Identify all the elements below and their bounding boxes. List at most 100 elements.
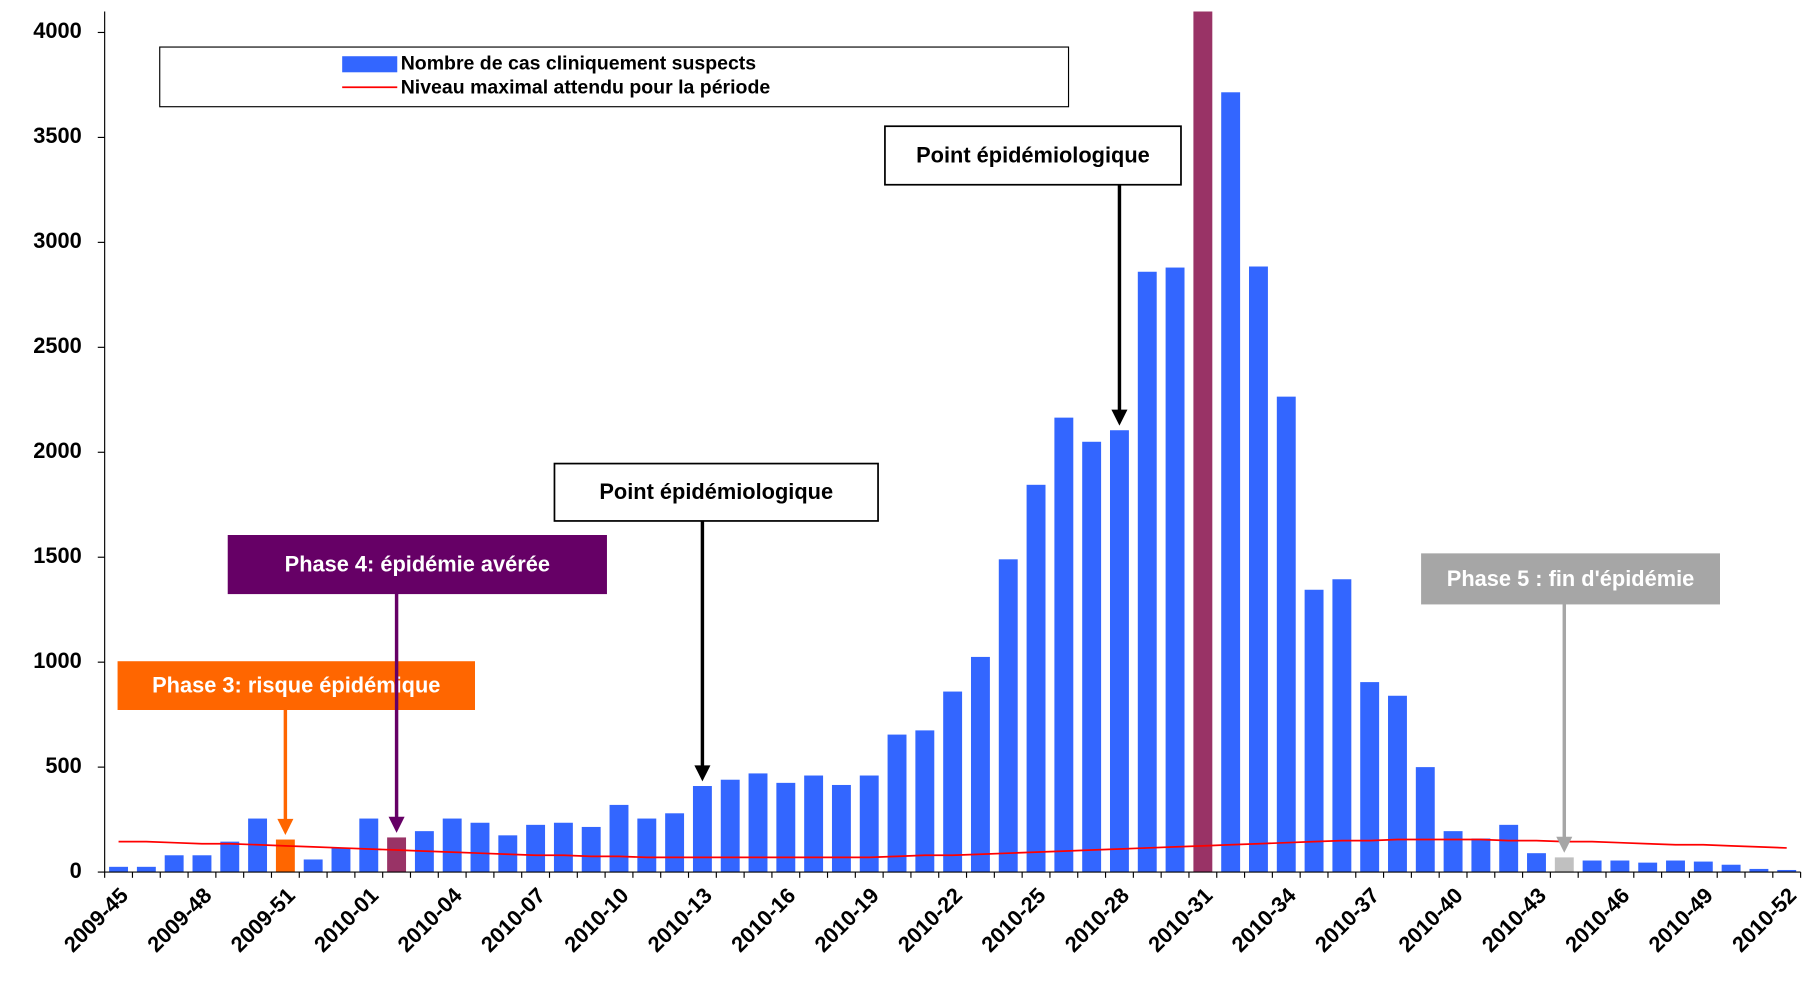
bar [1082,441,1102,873]
bar [1638,862,1658,873]
annotation-text: Point épidémiologique [916,142,1150,167]
x-tick-label: 2010-13 [643,883,717,957]
y-tick-label: 1000 [33,648,81,673]
bar [1693,861,1713,873]
bar [1276,396,1296,873]
bar [387,837,407,873]
bar [220,841,240,873]
bar [1109,430,1129,873]
bar [109,866,129,873]
x-tick-label: 2010-43 [1477,883,1551,957]
x-tick-label: 2010-22 [893,883,967,957]
bar [1193,11,1213,873]
bar [1165,267,1185,873]
y-tick-label: 2500 [33,333,81,358]
x-tick-label: 2010-46 [1560,883,1634,957]
bar [192,855,212,873]
bar [1499,824,1519,873]
bar [831,784,851,873]
bar [442,818,462,873]
bar [1721,864,1741,873]
bar [609,804,629,873]
bar [887,734,907,873]
bar [637,818,657,873]
bar [998,559,1018,873]
x-tick-label: 2010-16 [726,883,800,957]
y-tick-label: 500 [45,753,81,778]
bar [943,691,963,873]
bar [776,782,796,873]
bar [859,775,879,873]
bar [1554,857,1574,873]
x-tick-label: 2009-45 [59,883,133,957]
x-tick-label: 2010-52 [1727,883,1801,957]
bar [748,773,768,873]
bar [1527,853,1546,873]
bar [1360,682,1380,873]
x-tick-label: 2010-25 [976,883,1050,957]
arrow-head [1111,409,1128,426]
bar [665,813,685,873]
bar [1221,92,1241,873]
bar [581,826,601,873]
annotation-box [117,661,476,710]
bar [1332,579,1352,873]
bar [526,824,546,873]
legend-box [159,46,1070,108]
annotation-text: Point épidémiologique [599,479,833,504]
annotation-text: Phase 5 : fin d'épidémie [1447,566,1694,591]
annotation-box [1421,553,1721,605]
y-tick-label: 0 [70,858,82,883]
y-tick-label: 3000 [33,228,81,253]
legend-swatch [342,56,398,73]
bar [275,839,295,873]
bar [359,818,379,873]
bar [1471,838,1491,873]
x-tick-label: 2010-40 [1393,883,1467,957]
x-tick-label: 2010-01 [309,883,383,957]
bar [1249,266,1268,873]
bar [720,779,740,873]
arrow-head [694,765,711,782]
y-tick-label: 3500 [33,123,81,148]
bar [1054,417,1074,873]
x-tick-label: 2009-48 [142,883,216,957]
x-tick-label: 2010-10 [559,883,633,957]
x-tick-label: 2010-28 [1060,883,1134,957]
arrow-head [277,818,294,835]
x-tick-label: 2010-34 [1227,883,1301,957]
bar [164,855,184,873]
bar [1137,271,1157,873]
x-tick-label: 2010-49 [1644,883,1718,957]
y-tick-label: 4000 [33,18,81,43]
bar [1026,484,1046,873]
annotation-text: Phase 3: risque épidémique [152,673,440,698]
plot-area [109,11,1797,873]
x-tick-label: 2010-04 [392,883,466,957]
arrow-head [1556,836,1573,853]
bar [1443,831,1463,873]
y-tick-label: 2000 [33,438,81,463]
bar [970,656,990,873]
bar [915,730,935,873]
bar [331,847,351,873]
bar [1415,767,1435,873]
x-tick-label: 2010-07 [476,883,550,957]
bar [303,859,323,873]
bar [1777,869,1797,873]
bar [1304,589,1324,873]
bar [470,822,490,873]
arrow-head [388,816,405,833]
bar [1388,695,1407,873]
bar [553,822,573,873]
annotation-box [553,462,879,522]
bar [1610,860,1630,873]
x-tick-label: 2010-37 [1310,883,1384,957]
legend-label: Niveau maximal attendu pour la période [401,77,771,99]
x-tick-label: 2009-51 [226,883,300,957]
annotation-text: Phase 4: épidémie avérée [285,551,550,576]
bar [136,866,156,873]
bar [804,775,824,873]
